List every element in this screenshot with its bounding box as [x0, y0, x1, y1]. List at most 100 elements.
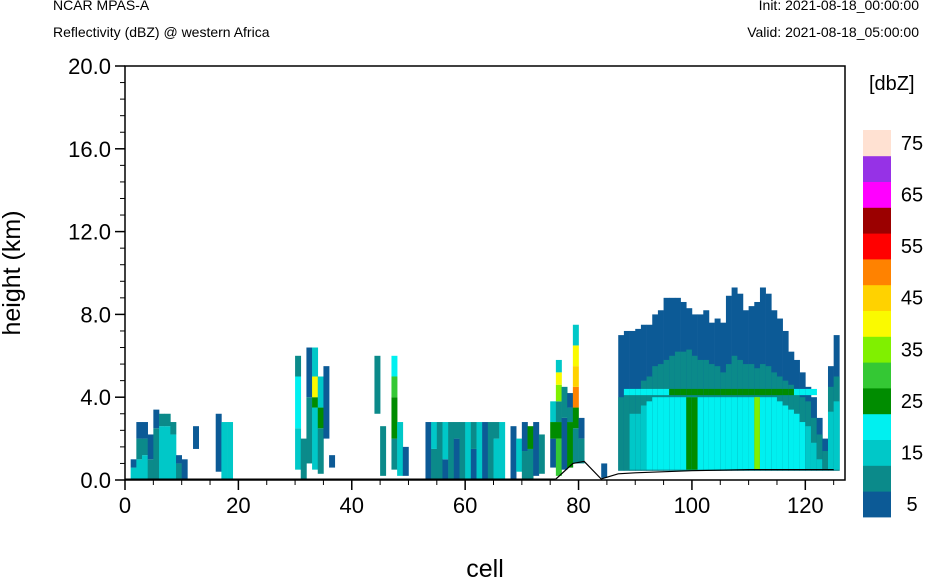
reflectivity-cell [550, 438, 557, 468]
reflectivity-cell [572, 407, 579, 429]
y-tick-label: 20.0 [68, 54, 111, 79]
colorbar-label: 15 [901, 443, 923, 465]
colorbar-label: 5 [906, 494, 917, 516]
reflectivity-cell [448, 422, 455, 480]
colorbar-swatch [863, 491, 891, 518]
reflectivity-cell [555, 384, 562, 402]
reflectivity-cell [493, 438, 500, 480]
reflectivity-cell [181, 459, 188, 480]
reflectivity-cell [646, 388, 653, 396]
reflectivity-cell [748, 397, 755, 470]
reflectivity-cell [380, 426, 387, 476]
reflectivity-cell [476, 422, 483, 480]
colorbar-swatch [863, 310, 891, 337]
reflectivity-cell [742, 388, 749, 396]
model-title: NCAR MPAS-A [53, 0, 150, 13]
colorbar-label: 25 [901, 391, 923, 413]
reflectivity-cell [652, 388, 659, 396]
x-tick-label: 120 [787, 493, 824, 518]
reflectivity-cell [176, 455, 182, 464]
reflectivity-cell [391, 397, 398, 439]
reflectivity-cell [159, 413, 165, 427]
reflectivity-cell [136, 459, 143, 480]
reflectivity-cell [391, 376, 398, 398]
colorbar-swatch [863, 207, 891, 234]
reflectivity-cell [561, 417, 568, 470]
reflectivity-cell [431, 448, 438, 480]
reflectivity-cell [708, 388, 715, 396]
reflectivity-cell [697, 388, 704, 396]
reflectivity-cell [572, 345, 579, 367]
y-tick-label: 8.0 [80, 302, 111, 327]
reflectivity-cell [635, 413, 642, 470]
reflectivity-cell [572, 428, 579, 464]
reflectivity-cell [374, 355, 381, 414]
reflectivity-cell [329, 455, 336, 468]
reflectivity-cell [153, 428, 160, 480]
reflectivity-cell [170, 422, 177, 435]
reflectivity-cell [686, 397, 693, 470]
reflectivity-cell [601, 463, 608, 478]
reflectivity-cell [533, 422, 540, 476]
reflectivity-cell [516, 438, 523, 472]
y-tick-label: 12.0 [68, 220, 111, 245]
reflectivity-cell [453, 422, 460, 439]
reflectivity-cell [555, 438, 562, 476]
y-axis-title: height (km) [0, 210, 26, 335]
reflectivity-cell [663, 397, 670, 470]
reflectivity-cell [323, 366, 330, 439]
reflectivity-cell [674, 397, 681, 470]
reflectivity-cell [136, 438, 143, 460]
reflectivity-cell [754, 397, 761, 470]
reflectivity-cell [725, 397, 732, 470]
reflectivity-cell [142, 422, 148, 439]
reflectivity-cell [402, 446, 409, 476]
reflectivity-cell [147, 434, 154, 460]
colorbar-title: [dbZ] [869, 73, 915, 95]
colorbar-swatch [863, 388, 891, 415]
x-tick-label: 100 [674, 493, 711, 518]
reflectivity-cell [680, 388, 687, 396]
reflectivity-cell [465, 422, 472, 480]
reflectivity-cell [142, 438, 148, 456]
colorbar-swatch [863, 181, 891, 208]
reflectivity-cell [822, 451, 829, 471]
reflectivity-cell [215, 413, 222, 472]
reflectivity-cell [317, 428, 324, 474]
reflectivity-cell [776, 401, 783, 470]
reflectivity-cell [436, 422, 443, 480]
colorbar-label: 55 [901, 236, 923, 258]
reflectivity-cell [567, 422, 574, 468]
reflectivity-cell [765, 388, 772, 396]
init-time: Init: 2021-08-18_00:00:00 [758, 0, 919, 13]
reflectivity-cell [295, 376, 302, 429]
reflectivity-cell [470, 422, 477, 449]
reflectivity-cell [805, 426, 812, 470]
reflectivity-cell [459, 422, 466, 480]
reflectivity-cell [799, 422, 806, 470]
reflectivity-cells [130, 287, 840, 480]
reflectivity-cell [816, 459, 823, 470]
colorbar-label: 45 [901, 288, 923, 310]
reflectivity-cell [714, 388, 721, 396]
reflectivity-cell [697, 397, 704, 470]
reflectivity-cell [674, 388, 681, 396]
reflectivity-cell [470, 448, 477, 480]
reflectivity-cell [295, 355, 302, 377]
terrain-profile [125, 460, 834, 480]
reflectivity-cell [793, 388, 800, 396]
reflectivity-cell [147, 459, 154, 480]
reflectivity-cell [538, 434, 545, 474]
reflectivity-cell [759, 388, 766, 396]
reflectivity-cell [572, 366, 579, 387]
colorbar-swatch [863, 362, 891, 389]
colorbar-swatch [863, 259, 891, 286]
reflectivity-cell [640, 388, 647, 396]
colorbar-swatch [863, 155, 891, 182]
colorbar-swatch [863, 413, 891, 440]
x-tick-label: 60 [453, 493, 477, 518]
reflectivity-cell [499, 422, 506, 480]
reflectivity-cell [720, 388, 727, 396]
reflectivity-cell [652, 397, 659, 470]
